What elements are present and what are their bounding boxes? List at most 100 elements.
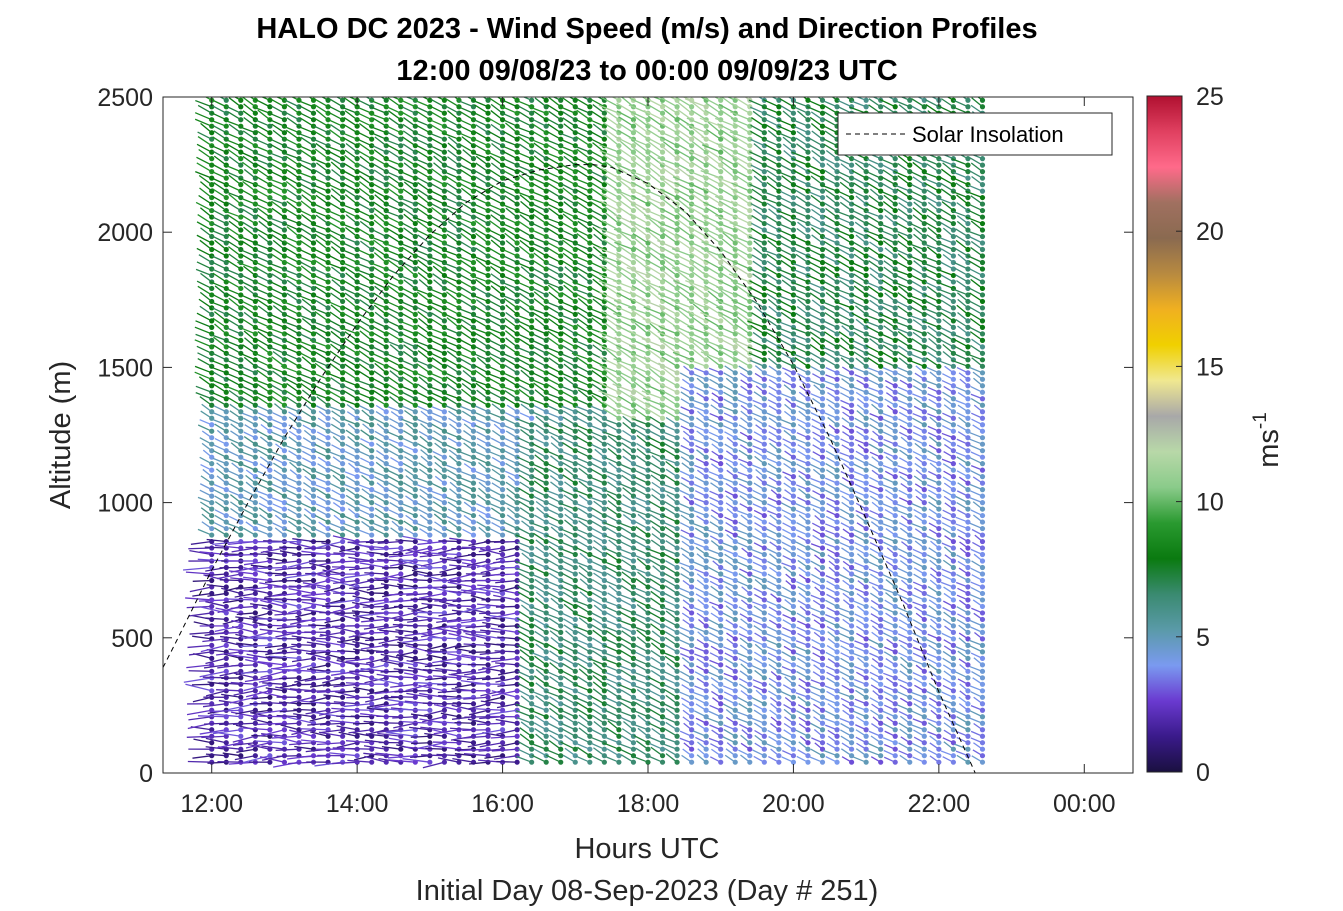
wind-barb-point — [369, 675, 375, 681]
wind-barb-point — [296, 435, 302, 441]
wind-barb-line — [223, 131, 242, 140]
wind-barb-point — [470, 701, 477, 707]
wind-barb-point — [369, 435, 375, 441]
wind-barb-line — [488, 566, 518, 569]
wind-barb-line — [252, 351, 271, 361]
wind-barb-line — [192, 755, 212, 759]
wind-barb-point — [514, 759, 520, 765]
wind-barb-point — [310, 435, 317, 441]
wind-barb-point — [499, 435, 506, 441]
wind-barb-line — [204, 722, 227, 725]
wind-barb-line — [225, 279, 242, 290]
wind-barb-point — [369, 694, 375, 700]
wind-barb-point — [281, 512, 288, 519]
wind-barb-point — [281, 461, 288, 467]
wind-barb-point — [238, 402, 244, 408]
wind-barb-point — [412, 571, 418, 577]
wind-barb-line — [195, 320, 212, 328]
wind-barb-point — [529, 525, 535, 532]
wind-barb-point — [412, 532, 418, 538]
wind-barb-line — [204, 97, 213, 101]
wind-barb-line — [188, 612, 212, 617]
wind-barb-line — [241, 396, 256, 406]
wind-barb-line — [382, 644, 401, 647]
wind-barb-point — [223, 253, 229, 259]
wind-barb-line — [212, 124, 227, 134]
wind-barb-point — [296, 487, 302, 493]
wind-barb-point — [238, 311, 244, 318]
wind-barb-point — [209, 448, 215, 454]
wind-barb-line — [192, 635, 212, 640]
wind-barb-point — [325, 130, 331, 136]
wind-barb-point — [325, 188, 331, 194]
wind-barb-point — [427, 500, 433, 506]
wind-barb-point — [340, 409, 346, 415]
wind-barb-point — [485, 480, 491, 486]
wind-barb-line — [213, 336, 227, 348]
wind-barb-point — [252, 272, 258, 279]
wind-barb-line — [195, 99, 212, 108]
wind-barb-point — [267, 740, 273, 746]
wind-barb-line — [493, 540, 518, 543]
wind-barb-point — [296, 603, 302, 610]
wind-barb-point — [340, 532, 346, 538]
wind-barb-point — [252, 720, 258, 726]
wind-barb-point — [529, 590, 535, 597]
wind-barb-point — [529, 415, 535, 421]
wind-barb-point — [485, 694, 491, 700]
wind-barb-point — [354, 428, 360, 434]
wind-barb-point — [252, 623, 258, 629]
wind-barb-point — [485, 493, 491, 499]
wind-barb-point — [223, 733, 229, 739]
wind-barb-point — [354, 545, 360, 551]
wind-barb-point — [238, 454, 244, 460]
wind-barb-point — [325, 474, 331, 480]
wind-barb-line — [240, 136, 256, 147]
wind-barb-point — [398, 649, 404, 655]
wind-barb-point — [470, 279, 477, 285]
wind-barb-line — [225, 457, 242, 465]
wind-barb-line — [244, 631, 271, 640]
wind-barb-point — [340, 649, 346, 655]
wind-barb-point — [296, 694, 302, 700]
wind-barb-point — [223, 571, 229, 577]
wind-barb-point — [296, 733, 302, 739]
wind-barb-point — [529, 467, 535, 473]
wind-barb-point — [223, 623, 229, 629]
wind-barb-point — [529, 642, 535, 648]
wind-barb-point — [310, 298, 317, 305]
wind-barb-point — [252, 428, 258, 434]
wind-barb-line — [238, 196, 256, 205]
wind-barb-point — [310, 454, 317, 460]
wind-barb-line — [228, 193, 242, 205]
wind-barb-point — [209, 474, 215, 480]
wind-barb-line — [454, 721, 474, 724]
wind-barb-point — [485, 558, 491, 564]
wind-barb-point — [281, 279, 288, 285]
wind-barb-line — [197, 352, 213, 361]
wind-barb-point — [412, 383, 418, 389]
wind-barb-line — [233, 690, 256, 696]
wind-barb-line — [253, 242, 271, 251]
wind-barb-point — [267, 441, 273, 447]
wind-barb-line — [256, 343, 271, 354]
wind-barb-point — [252, 629, 258, 635]
wind-barb-point — [325, 240, 331, 246]
wind-barb-point — [441, 454, 448, 460]
wind-barb-point — [223, 500, 229, 506]
wind-barb-line — [205, 753, 227, 757]
wind-barb-point — [223, 389, 229, 395]
wind-barb-point — [456, 240, 462, 246]
wind-barb-line — [221, 553, 241, 556]
wind-barb-point — [470, 603, 477, 610]
wind-barb-line — [203, 664, 227, 669]
wind-barb-point — [369, 305, 375, 311]
wind-barb-line — [240, 670, 270, 674]
wind-barb-point — [441, 480, 448, 486]
wind-barb-point — [354, 597, 360, 603]
wind-barb-point — [427, 655, 433, 661]
wind-barb-line — [209, 358, 227, 367]
wind-barb-point — [223, 227, 229, 233]
wind-barb-line — [196, 156, 213, 166]
